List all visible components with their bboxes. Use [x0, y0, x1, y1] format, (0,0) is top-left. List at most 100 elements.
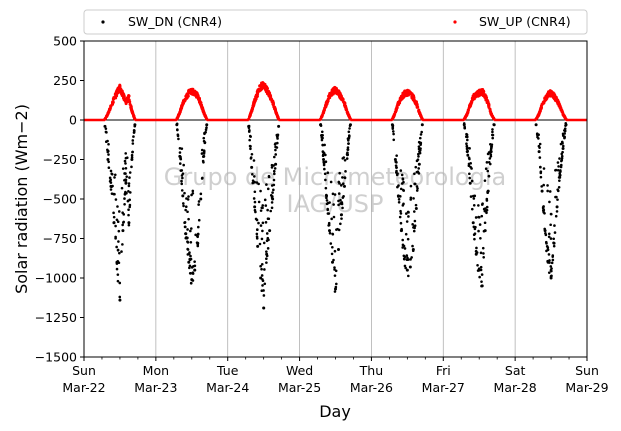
sw-up-point: [407, 90, 411, 94]
sw-up-point: [257, 89, 261, 93]
sw-up-point: [483, 95, 487, 99]
sw-dn-point: [340, 217, 343, 220]
sw-dn-point: [321, 150, 325, 153]
sw-dn-point: [398, 195, 402, 198]
sw-dn-point: [247, 126, 251, 130]
y-tick-label: 250: [53, 73, 77, 88]
sw-dn-point: [414, 206, 418, 210]
sw-dn-point: [473, 237, 476, 241]
sw-up-point: [260, 82, 264, 86]
sw-up-point: [105, 114, 109, 118]
sw-dn-point: [132, 130, 136, 134]
sw-up-point: [415, 103, 419, 107]
sw-dn-point: [128, 176, 131, 179]
sw-dn-point: [272, 164, 275, 167]
sw-dn-point: [558, 157, 561, 160]
x-tick-label-day: Wed: [286, 363, 313, 378]
sw-dn-point: [542, 167, 546, 170]
sw-dn-point: [343, 158, 347, 162]
sw-dn-point: [259, 189, 262, 193]
x-tick-label-date: Mar-25: [278, 380, 321, 395]
sw-dn-point: [184, 205, 188, 208]
sw-dn-point: [184, 232, 187, 235]
x-tick-label-date: Mar-28: [494, 380, 537, 395]
legend: SW_DN (CNR4) SW_UP (CNR4): [83, 9, 588, 35]
sw-dn-point: [343, 176, 347, 180]
sw-dn-point: [115, 218, 119, 222]
sw-dn-point: [412, 229, 416, 233]
sw-dn-point: [106, 148, 109, 152]
sw-dn-point: [104, 127, 108, 130]
sw-up-point: [180, 104, 184, 108]
sw-up-point: [103, 117, 107, 121]
sw-dn-point: [265, 183, 268, 186]
sw-dn-point: [263, 198, 267, 202]
sw-dn-point: [117, 210, 121, 213]
sw-dn-point: [554, 214, 558, 218]
sw-dn-point: [196, 233, 200, 236]
sw-dn-point: [555, 210, 559, 213]
sw-dn-point: [342, 184, 346, 188]
sw-dn-point: [118, 251, 121, 255]
sw-dn-point: [115, 262, 119, 265]
sw-dn-point: [107, 166, 111, 170]
sw-dn-point: [405, 220, 409, 223]
sw-dn-point: [472, 197, 476, 200]
sw-dn-point: [485, 161, 489, 164]
sw-dn-point: [401, 177, 405, 180]
sw-dn-point: [326, 208, 329, 212]
sw-dn-point: [489, 149, 493, 152]
sw-dn-point: [181, 176, 184, 180]
sw-up-point: [118, 85, 122, 89]
sw-dn-point: [319, 124, 323, 127]
sw-dn-point: [273, 143, 277, 146]
sw-dn-point: [541, 207, 545, 210]
sw-dn-point: [537, 150, 541, 154]
sw-up-point: [543, 97, 547, 101]
sw-up-point: [271, 100, 275, 104]
sw-dn-point: [560, 156, 564, 160]
sw-dn-point: [128, 205, 132, 209]
sw-dn-point: [331, 260, 335, 264]
sw-dn-point: [325, 196, 328, 200]
sw-dn-point: [123, 159, 127, 163]
sw-up-point: [545, 95, 549, 99]
sw-up-point: [556, 99, 560, 103]
sw-dn-point: [549, 212, 553, 216]
sw-dn-point: [405, 212, 408, 215]
sw-up-point: [120, 89, 124, 93]
sw-dn-point: [480, 203, 484, 206]
sw-dn-point: [412, 197, 415, 200]
y-tick-label: 500: [53, 34, 77, 49]
sw-dn-point: [417, 155, 420, 158]
sw-dn-point: [117, 261, 121, 265]
sw-up-point: [417, 108, 421, 112]
sw-dn-point: [339, 198, 342, 202]
sw-dn-point: [186, 241, 190, 244]
sw-dn-point: [482, 207, 486, 211]
sw-dn-point: [480, 280, 483, 283]
sw-dn-point: [477, 204, 480, 207]
sw-dn-point: [539, 175, 543, 179]
sw-up-point: [263, 82, 267, 86]
sw-dn-point: [409, 198, 413, 201]
sw-dn-point: [121, 229, 125, 233]
sw-dn-point: [416, 158, 420, 161]
sw-dn-point: [121, 211, 124, 214]
sw-dn-point: [187, 217, 190, 221]
sw-dn-point: [480, 284, 483, 288]
sw-dn-point: [395, 161, 398, 164]
sw-dn-point: [325, 199, 329, 202]
sw-dn-point: [199, 192, 203, 196]
sw-dn-point: [546, 248, 550, 251]
sw-up-point: [120, 93, 124, 97]
sw-dn-point: [402, 202, 405, 206]
sw-dn-point: [249, 147, 252, 151]
sw-up-point: [191, 93, 195, 97]
sw-dn-point: [112, 221, 116, 224]
sw-up-point: [129, 106, 133, 110]
x-tick-label-day: Sun: [575, 363, 599, 378]
sw-dn-point: [131, 150, 134, 154]
sw-dn-point: [469, 161, 472, 165]
sw-dn-point: [253, 190, 257, 194]
